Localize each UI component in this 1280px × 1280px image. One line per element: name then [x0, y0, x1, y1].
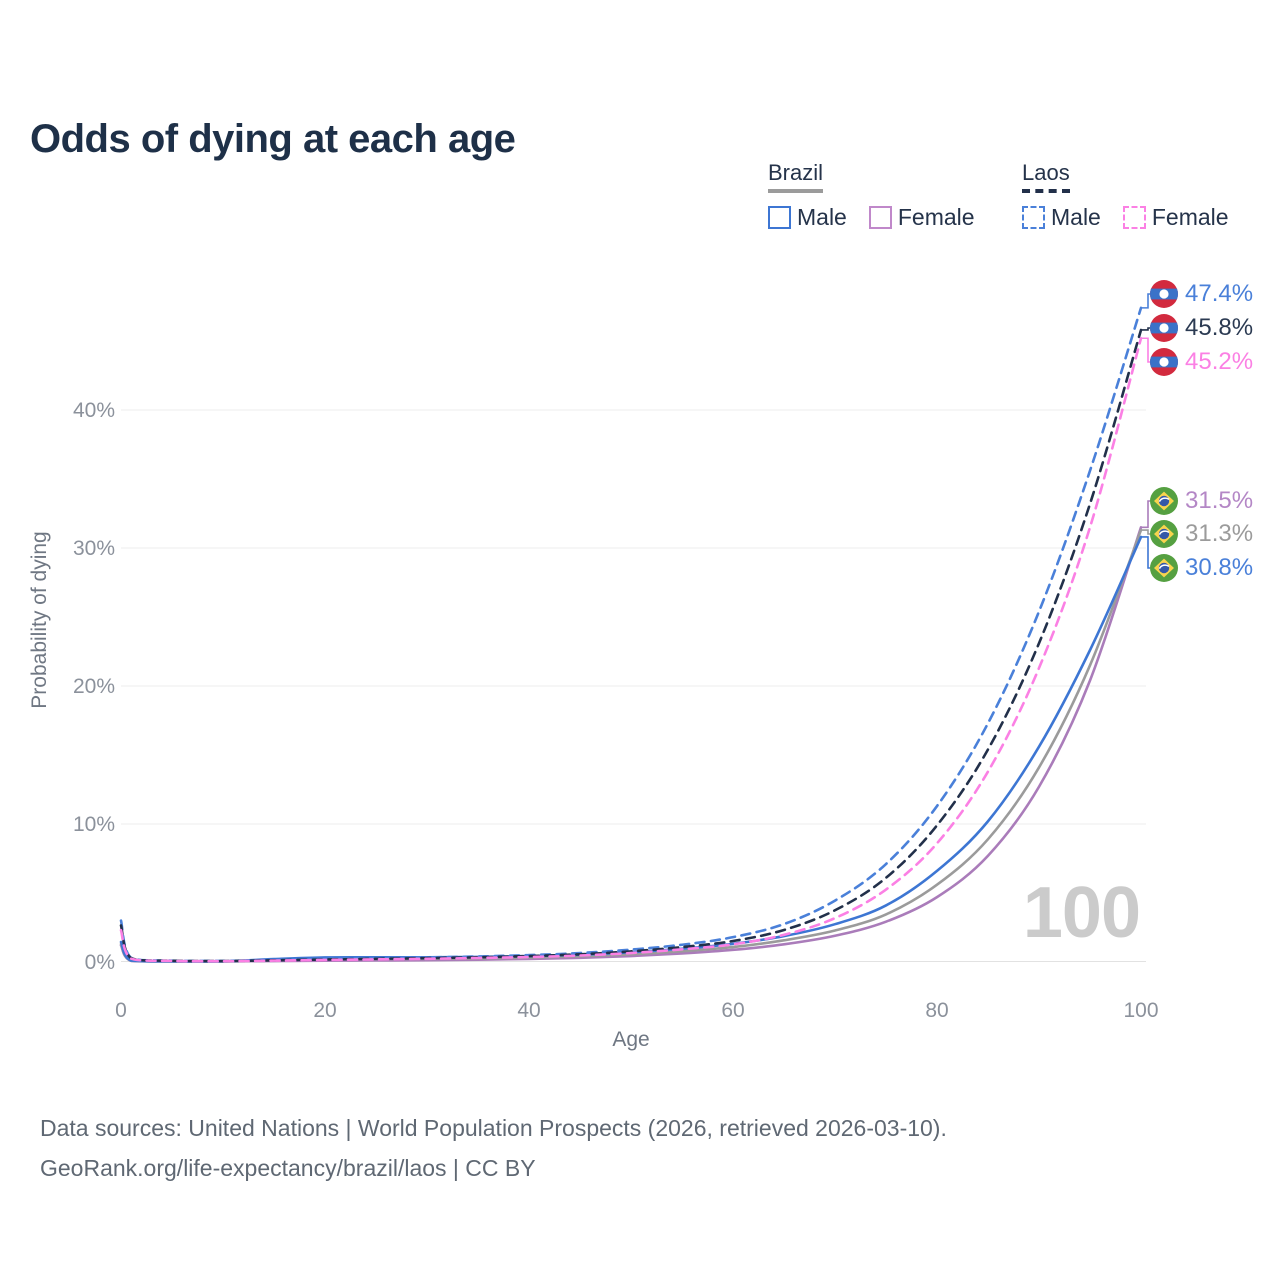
legend-country-brazil: Brazil: [768, 160, 824, 193]
legend-item-label: Male: [797, 204, 847, 230]
y-axis-title: Probability of dying: [28, 531, 51, 709]
age-watermark: 100: [1022, 873, 1141, 953]
legend-item-label: Male: [1051, 204, 1101, 230]
legend-item-brazil-female[interactable]: Female: [868, 204, 975, 231]
brazil-male-swatch-icon: [768, 206, 791, 229]
end-label-laos-both: 45.8%: [1150, 313, 1253, 343]
laos-female-swatch-icon: [1122, 206, 1146, 229]
end-label-value: 47.4%: [1185, 280, 1254, 307]
laos-male-swatch-icon: [1022, 206, 1045, 229]
legend-group-brazil: Brazil Male Female: [768, 160, 975, 231]
legend-item-laos-female[interactable]: Female: [1122, 204, 1229, 231]
end-label-value: 30.8%: [1185, 554, 1254, 581]
end-label-value: 31.3%: [1185, 520, 1254, 547]
legend-item-brazil-male[interactable]: Male: [768, 204, 847, 231]
legend-country-laos: Laos: [1022, 160, 1070, 193]
x-tick-label: 80: [925, 999, 949, 1022]
x-tick-label: 0: [115, 999, 127, 1022]
end-label-brazil-female: 31.5%: [1150, 486, 1253, 516]
y-tick-label: 0%: [84, 950, 115, 974]
footer-attribution: GeoRank.org/life-expectancy/brazil/laos …: [40, 1155, 536, 1181]
end-label-value: 31.5%: [1185, 487, 1254, 514]
end-label-value: 45.2%: [1185, 348, 1254, 375]
y-tick-label: 40%: [72, 399, 115, 422]
page-title: Odds of dying at each age: [30, 116, 516, 161]
x-tick-label: 20: [313, 999, 337, 1022]
y-tick-label: 30%: [72, 537, 115, 560]
x-tick-label: 60: [721, 999, 745, 1022]
footer: Data sources: United Nations | World Pop…: [40, 1108, 947, 1188]
end-label-brazil-both: 31.3%: [1150, 519, 1253, 549]
end-label-brazil-male: 30.8%: [1150, 553, 1253, 583]
legend-item-label: Female: [897, 204, 975, 230]
brazil-flag-icon: [1150, 554, 1178, 582]
laos-flag-icon: [1150, 314, 1178, 342]
x-tick-label: 100: [1123, 999, 1159, 1022]
legend-item-laos-male[interactable]: Male: [1022, 204, 1101, 231]
laos-flag-icon: [1150, 280, 1178, 308]
laos-flag-icon: [1150, 348, 1178, 376]
end-label-laos-male: 47.4%: [1150, 279, 1253, 309]
brazil-flag-icon: [1150, 487, 1178, 515]
x-axis-title: Age: [612, 1028, 650, 1051]
brazil-flag-icon: [1150, 520, 1178, 548]
footer-sources: Data sources: United Nations | World Pop…: [40, 1115, 947, 1141]
end-label-value: 45.8%: [1185, 314, 1254, 341]
brazil-female-swatch-icon: [868, 206, 892, 229]
end-label-laos-female: 45.2%: [1150, 347, 1253, 377]
y-tick-label: 10%: [72, 813, 115, 836]
x-tick-label: 40: [517, 999, 541, 1022]
y-tick-label: 20%: [72, 675, 115, 698]
legend-item-label: Female: [1151, 204, 1229, 230]
legend-group-laos: Laos Male Female: [1022, 160, 1229, 231]
